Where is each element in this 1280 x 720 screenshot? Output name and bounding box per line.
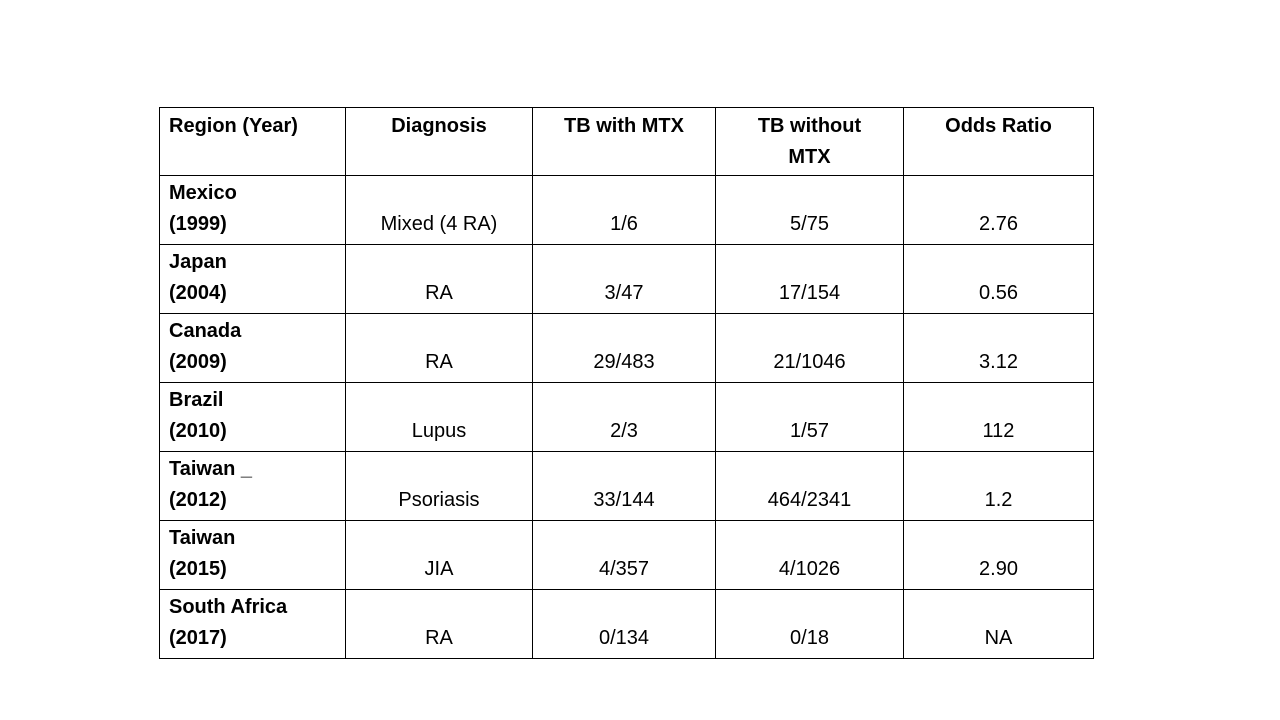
header-diagnosis: Diagnosis [345,107,533,176]
region-year-cell: Taiwan (2015) [159,520,346,590]
tb-without-mtx-cell: 1/57 [715,382,904,452]
tb-with-mtx-cell: 3/47 [532,244,716,314]
tb-with-mtx-cell: 4/357 [532,520,716,590]
odds-ratio-cell: 112 [903,382,1094,452]
region-year: (2017) [169,627,227,649]
diagnosis-cell: RA [345,244,533,314]
table-row-canada: Canada (2009) RA 29/483 21/1046 3.12 [159,313,1094,383]
header-odds-ratio: Odds Ratio [903,107,1094,176]
region-year-cell: Mexico (1999) [159,175,346,245]
region-year: (2012) [169,489,227,511]
tb-with-mtx-cell: 1/6 [532,175,716,245]
odds-ratio-cell: NA [903,589,1094,659]
tb-with-mtx-cell: 33/144 [532,451,716,521]
diagnosis-cell: RA [345,313,533,383]
region-year-cell: South Africa (2017) [159,589,346,659]
diagnosis-cell: Mixed (4 RA) [345,175,533,245]
tb-with-mtx-cell: 0/134 [532,589,716,659]
tb-without-mtx-cell: 4/1026 [715,520,904,590]
odds-ratio-cell: 2.90 [903,520,1094,590]
header-tb-without-mtx-label: TB without MTX [757,115,862,168]
table-row-brazil: Brazil (2010) Lupus 2/3 1/57 112 [159,382,1094,452]
odds-ratio-cell: 2.76 [903,175,1094,245]
tb-with-mtx-cell: 29/483 [532,313,716,383]
table-row-taiwan-2015: Taiwan (2015) JIA 4/357 4/1026 2.90 [159,520,1094,590]
odds-ratio-cell: 0.56 [903,244,1094,314]
header-tb-with-mtx: TB with MTX [532,107,716,176]
diagnosis-cell: RA [345,589,533,659]
table-row-taiwan-2012: Taiwan _ (2012) Psoriasis 33/144 464/234… [159,451,1094,521]
region-name: Mexico [169,182,237,204]
diagnosis-cell: Psoriasis [345,451,533,521]
tb-without-mtx-cell: 464/2341 [715,451,904,521]
header-region-year: Region (Year) [159,107,346,176]
diagnosis-cell: JIA [345,520,533,590]
region-year: (2015) [169,558,227,580]
table-row-mexico: Mexico (1999) Mixed (4 RA) 1/6 5/75 2.76 [159,175,1094,245]
region-year: (2010) [169,420,227,442]
tb-without-mtx-cell: 5/75 [715,175,904,245]
header-tb-without-mtx: TB without MTX [715,107,904,176]
region-year: (1999) [169,213,227,235]
region-name: Canada [169,320,242,342]
region-name: Taiwan _ [169,458,252,480]
region-name: Japan [169,251,227,273]
region-year-cell: Canada (2009) [159,313,346,383]
odds-ratio-cell: 3.12 [903,313,1094,383]
tb-mtx-study-table: Region (Year) Diagnosis TB with MTX TB w… [159,107,1094,659]
region-year-cell: Japan (2004) [159,244,346,314]
region-name: South Africa [169,596,288,618]
region-year-cell: Brazil (2010) [159,382,346,452]
region-name: Brazil [169,389,224,411]
region-name: Taiwan [169,527,236,549]
region-year: (2004) [169,282,227,304]
region-year-cell: Taiwan _ (2012) [159,451,346,521]
table-header-row: Region (Year) Diagnosis TB with MTX TB w… [159,107,1094,176]
tb-without-mtx-cell: 21/1046 [715,313,904,383]
region-year: (2009) [169,351,227,373]
odds-ratio-cell: 1.2 [903,451,1094,521]
tb-with-mtx-cell: 2/3 [532,382,716,452]
diagnosis-cell: Lupus [345,382,533,452]
table-row-south-africa: South Africa (2017) RA 0/134 0/18 NA [159,589,1094,659]
tb-without-mtx-cell: 17/154 [715,244,904,314]
tb-without-mtx-cell: 0/18 [715,589,904,659]
table-row-japan: Japan (2004) RA 3/47 17/154 0.56 [159,244,1094,314]
